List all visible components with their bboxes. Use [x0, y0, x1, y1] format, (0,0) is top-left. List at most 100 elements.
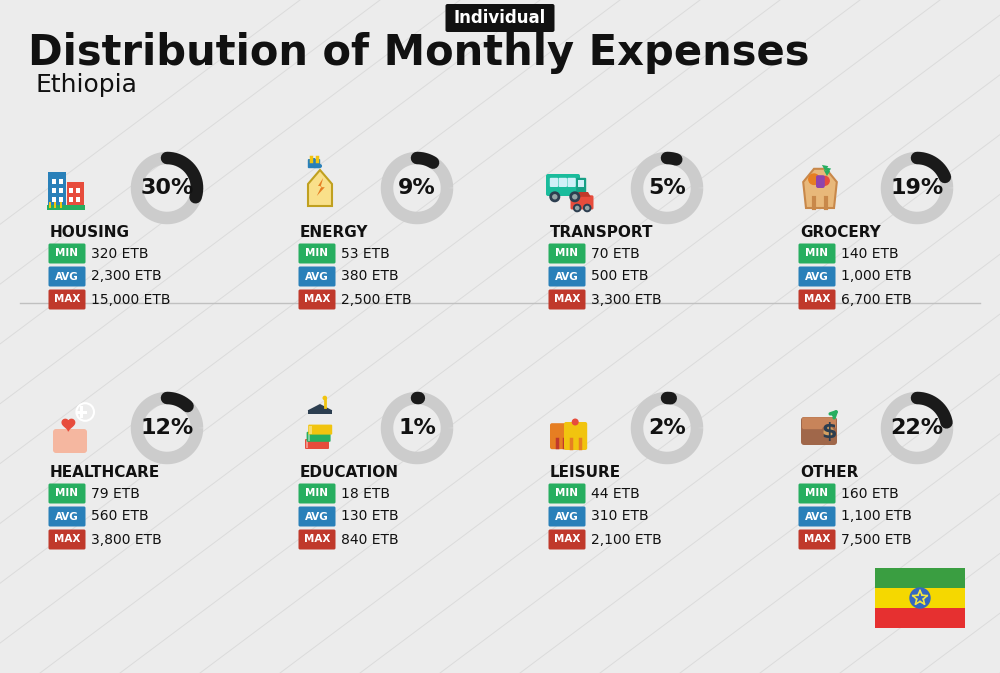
Text: 7,500 ETB: 7,500 ETB	[841, 532, 912, 546]
FancyBboxPatch shape	[48, 289, 86, 310]
FancyBboxPatch shape	[298, 289, 336, 310]
FancyBboxPatch shape	[298, 530, 336, 549]
FancyBboxPatch shape	[567, 178, 576, 187]
Text: LEISURE: LEISURE	[550, 465, 621, 480]
Text: 1,100 ETB: 1,100 ETB	[841, 509, 912, 524]
FancyBboxPatch shape	[48, 507, 86, 526]
Circle shape	[910, 588, 930, 608]
Circle shape	[820, 176, 829, 185]
FancyBboxPatch shape	[52, 188, 56, 193]
Text: MIN: MIN	[806, 489, 828, 499]
FancyBboxPatch shape	[548, 483, 586, 503]
FancyBboxPatch shape	[875, 588, 965, 608]
FancyBboxPatch shape	[298, 507, 336, 526]
FancyBboxPatch shape	[798, 267, 836, 287]
Text: AVG: AVG	[555, 511, 579, 522]
Text: 840 ETB: 840 ETB	[341, 532, 399, 546]
Text: Distribution of Monthly Expenses: Distribution of Monthly Expenses	[28, 32, 810, 74]
Text: AVG: AVG	[305, 271, 329, 281]
FancyBboxPatch shape	[305, 439, 329, 449]
Text: AVG: AVG	[55, 271, 79, 281]
Text: 130 ETB: 130 ETB	[341, 509, 399, 524]
Text: Individual: Individual	[454, 9, 546, 27]
FancyBboxPatch shape	[48, 244, 86, 264]
FancyBboxPatch shape	[59, 179, 63, 184]
FancyBboxPatch shape	[548, 289, 586, 310]
Circle shape	[584, 205, 591, 211]
FancyBboxPatch shape	[52, 197, 56, 202]
FancyBboxPatch shape	[306, 440, 308, 448]
FancyBboxPatch shape	[578, 180, 584, 187]
Circle shape	[550, 192, 560, 202]
FancyBboxPatch shape	[798, 530, 836, 549]
Text: MAX: MAX	[804, 295, 830, 304]
FancyBboxPatch shape	[80, 406, 83, 418]
Text: EDUCATION: EDUCATION	[300, 465, 399, 480]
FancyBboxPatch shape	[60, 202, 62, 208]
FancyBboxPatch shape	[801, 417, 837, 445]
FancyBboxPatch shape	[308, 410, 332, 414]
Circle shape	[323, 396, 326, 400]
FancyBboxPatch shape	[67, 182, 84, 208]
FancyBboxPatch shape	[546, 174, 580, 196]
Polygon shape	[308, 404, 332, 411]
Text: AVG: AVG	[305, 511, 329, 522]
FancyBboxPatch shape	[308, 159, 320, 168]
Circle shape	[573, 194, 577, 199]
Text: MAX: MAX	[554, 534, 580, 544]
FancyBboxPatch shape	[47, 205, 85, 210]
FancyBboxPatch shape	[59, 197, 63, 202]
FancyBboxPatch shape	[875, 608, 965, 628]
FancyBboxPatch shape	[548, 244, 586, 264]
Text: MIN: MIN	[556, 489, 578, 499]
Text: 70 ETB: 70 ETB	[591, 246, 640, 260]
FancyBboxPatch shape	[798, 289, 836, 310]
Text: 19%: 19%	[890, 178, 944, 198]
Text: 140 ETB: 140 ETB	[841, 246, 899, 260]
FancyBboxPatch shape	[48, 530, 86, 549]
Text: MAX: MAX	[554, 295, 580, 304]
Text: 6,700 ETB: 6,700 ETB	[841, 293, 912, 306]
Polygon shape	[62, 419, 75, 431]
Circle shape	[553, 194, 557, 199]
FancyBboxPatch shape	[49, 202, 51, 208]
Text: HOUSING: HOUSING	[50, 225, 130, 240]
FancyBboxPatch shape	[54, 202, 56, 208]
Polygon shape	[317, 178, 325, 196]
FancyBboxPatch shape	[798, 507, 836, 526]
Text: MIN: MIN	[56, 248, 78, 258]
Circle shape	[574, 205, 581, 211]
FancyBboxPatch shape	[298, 267, 336, 287]
Polygon shape	[308, 170, 332, 206]
Text: MAX: MAX	[304, 295, 330, 304]
FancyBboxPatch shape	[548, 267, 586, 287]
FancyBboxPatch shape	[48, 172, 66, 208]
FancyBboxPatch shape	[298, 483, 336, 503]
Text: AVG: AVG	[55, 511, 79, 522]
Text: 2,100 ETB: 2,100 ETB	[591, 532, 662, 546]
FancyBboxPatch shape	[550, 178, 558, 187]
FancyBboxPatch shape	[548, 530, 586, 549]
Text: 160 ETB: 160 ETB	[841, 487, 899, 501]
Text: 500 ETB: 500 ETB	[591, 269, 648, 283]
FancyBboxPatch shape	[76, 411, 87, 414]
Text: 310 ETB: 310 ETB	[591, 509, 649, 524]
FancyBboxPatch shape	[564, 422, 587, 450]
FancyBboxPatch shape	[48, 267, 86, 287]
Text: Ethiopia: Ethiopia	[35, 73, 137, 97]
Text: 18 ETB: 18 ETB	[341, 487, 390, 501]
Circle shape	[576, 207, 579, 209]
Text: 9%: 9%	[398, 178, 436, 198]
Text: TRANSPORT: TRANSPORT	[550, 225, 654, 240]
Text: 3,300 ETB: 3,300 ETB	[591, 293, 662, 306]
Text: 12%: 12%	[140, 418, 194, 438]
Text: GROCERY: GROCERY	[800, 225, 881, 240]
FancyBboxPatch shape	[802, 417, 836, 429]
FancyBboxPatch shape	[308, 425, 332, 435]
FancyBboxPatch shape	[875, 568, 965, 588]
Text: 15,000 ETB: 15,000 ETB	[91, 293, 170, 306]
Text: AVG: AVG	[805, 271, 829, 281]
FancyBboxPatch shape	[816, 175, 825, 188]
FancyBboxPatch shape	[69, 197, 73, 202]
Polygon shape	[825, 168, 831, 174]
